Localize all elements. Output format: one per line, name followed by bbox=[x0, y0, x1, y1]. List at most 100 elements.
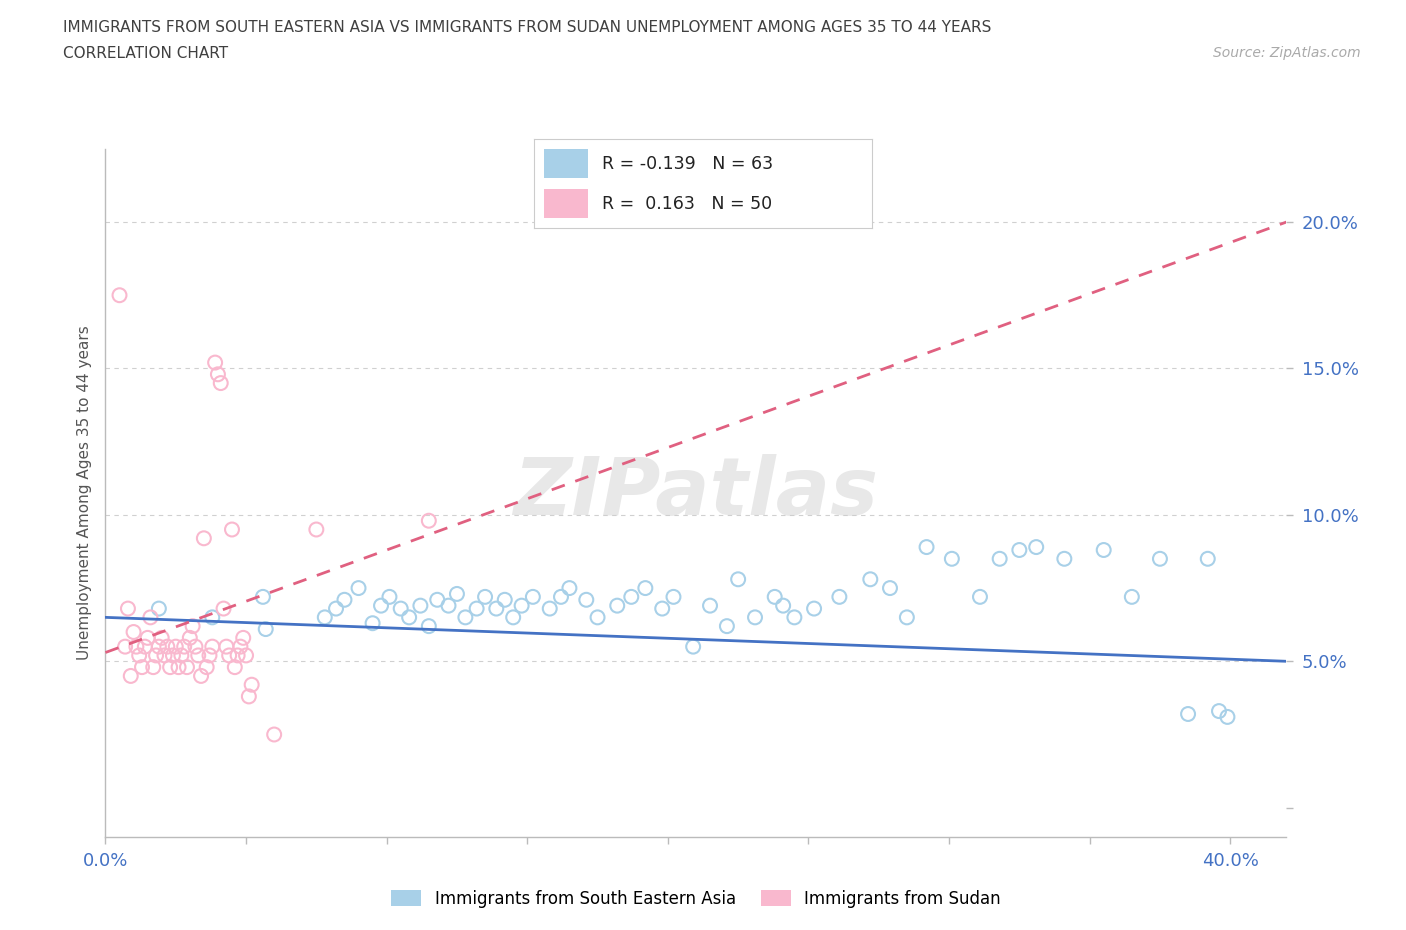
Point bbox=[165, 639, 187, 654]
Point bbox=[682, 639, 704, 654]
Point bbox=[114, 639, 136, 654]
Point bbox=[969, 590, 991, 604]
Point bbox=[1216, 710, 1239, 724]
Point bbox=[235, 648, 257, 663]
Point bbox=[226, 648, 249, 663]
Point bbox=[454, 610, 477, 625]
Point bbox=[254, 621, 277, 636]
Point bbox=[1208, 704, 1230, 719]
Point bbox=[232, 631, 254, 645]
Point bbox=[1177, 707, 1199, 722]
Point bbox=[772, 598, 794, 613]
Point bbox=[418, 513, 440, 528]
Point bbox=[128, 648, 150, 663]
Point bbox=[201, 639, 224, 654]
Point bbox=[139, 610, 162, 625]
Point bbox=[229, 639, 252, 654]
Point bbox=[120, 669, 142, 684]
Point bbox=[1197, 551, 1219, 566]
Bar bbox=[544, 189, 588, 219]
Point bbox=[224, 659, 246, 674]
Point bbox=[1008, 542, 1031, 557]
Point bbox=[510, 598, 533, 613]
Y-axis label: Unemployment Among Ages 35 to 44 years: Unemployment Among Ages 35 to 44 years bbox=[76, 326, 91, 660]
Point bbox=[314, 610, 336, 625]
Point bbox=[181, 618, 204, 633]
Point bbox=[150, 631, 173, 645]
Point bbox=[941, 551, 963, 566]
Point bbox=[1092, 542, 1115, 557]
Point bbox=[783, 610, 806, 625]
Point bbox=[136, 631, 159, 645]
Point bbox=[378, 590, 401, 604]
Point bbox=[325, 601, 347, 616]
Point bbox=[148, 601, 170, 616]
Bar bbox=[544, 149, 588, 179]
Point bbox=[198, 648, 221, 663]
Point bbox=[207, 366, 229, 381]
Point bbox=[122, 625, 145, 640]
Point bbox=[1053, 551, 1076, 566]
Point bbox=[575, 592, 598, 607]
Point bbox=[190, 669, 212, 684]
Point bbox=[1121, 590, 1143, 604]
Point bbox=[1149, 551, 1171, 566]
Point bbox=[221, 522, 243, 537]
Point bbox=[915, 539, 938, 554]
Point bbox=[117, 601, 139, 616]
Point bbox=[699, 598, 721, 613]
Point bbox=[238, 689, 260, 704]
Point bbox=[218, 648, 240, 663]
Text: R =  0.163   N = 50: R = 0.163 N = 50 bbox=[602, 194, 772, 213]
Point bbox=[252, 590, 274, 604]
Point bbox=[305, 522, 328, 537]
Point bbox=[125, 639, 148, 654]
Point bbox=[263, 727, 285, 742]
Point bbox=[586, 610, 609, 625]
Point bbox=[550, 590, 572, 604]
Point bbox=[176, 659, 198, 674]
Point bbox=[828, 590, 851, 604]
Point bbox=[361, 616, 384, 631]
Point bbox=[1025, 539, 1047, 554]
Point bbox=[145, 648, 167, 663]
Point bbox=[131, 659, 153, 674]
Point bbox=[859, 572, 882, 587]
Text: CORRELATION CHART: CORRELATION CHART bbox=[63, 46, 228, 61]
Point bbox=[333, 592, 356, 607]
Point bbox=[187, 648, 209, 663]
Legend: Immigrants from South Eastern Asia, Immigrants from Sudan: Immigrants from South Eastern Asia, Immi… bbox=[391, 890, 1001, 908]
Point bbox=[184, 639, 207, 654]
Point bbox=[634, 580, 657, 595]
Point bbox=[558, 580, 581, 595]
Point bbox=[620, 590, 643, 604]
Point bbox=[195, 659, 218, 674]
Point bbox=[148, 639, 170, 654]
Point bbox=[437, 598, 460, 613]
Point bbox=[446, 587, 468, 602]
Point bbox=[494, 592, 516, 607]
Point bbox=[108, 287, 131, 302]
Text: Source: ZipAtlas.com: Source: ZipAtlas.com bbox=[1213, 46, 1361, 60]
Point bbox=[988, 551, 1011, 566]
Point bbox=[606, 598, 628, 613]
Point bbox=[173, 639, 195, 654]
Point bbox=[716, 618, 738, 633]
Point bbox=[142, 659, 165, 674]
Point bbox=[370, 598, 392, 613]
Point bbox=[426, 592, 449, 607]
Point bbox=[409, 598, 432, 613]
Point bbox=[727, 572, 749, 587]
Point bbox=[159, 659, 181, 674]
Text: IMMIGRANTS FROM SOUTH EASTERN ASIA VS IMMIGRANTS FROM SUDAN UNEMPLOYMENT AMONG A: IMMIGRANTS FROM SOUTH EASTERN ASIA VS IM… bbox=[63, 20, 991, 35]
Point bbox=[162, 648, 184, 663]
Point bbox=[896, 610, 918, 625]
Point bbox=[193, 531, 215, 546]
Point bbox=[179, 631, 201, 645]
Point bbox=[167, 659, 190, 674]
Point bbox=[485, 601, 508, 616]
Point bbox=[502, 610, 524, 625]
Point bbox=[212, 601, 235, 616]
Point bbox=[201, 610, 224, 625]
Text: ZIPatlas: ZIPatlas bbox=[513, 454, 879, 532]
